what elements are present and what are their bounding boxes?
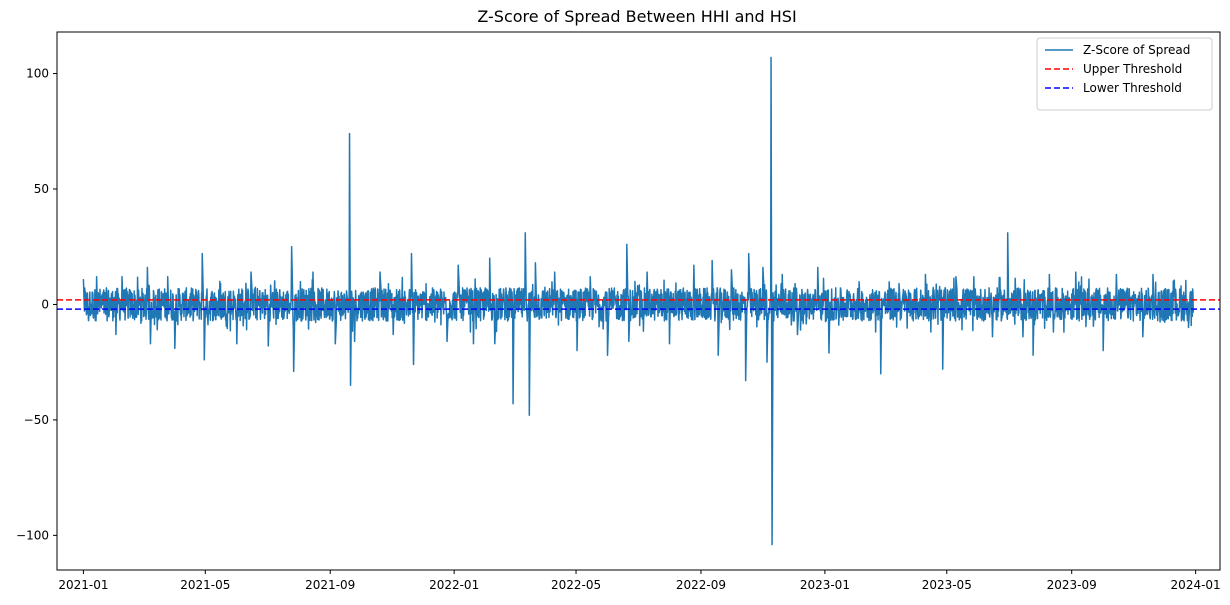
x-tick-label: 2022-09 [676,578,726,592]
series-layer [82,56,1194,546]
chart-title: Z-Score of Spread Between HHI and HSI [477,7,796,26]
x-tick-label: 2024-01 [1171,578,1221,592]
y-tick-label: −100 [16,528,49,542]
y-tick-label: 0 [41,297,49,311]
x-tick-label: 2022-01 [429,578,479,592]
legend-item-lower-label: Lower Threshold [1083,81,1182,95]
legend-item-upper-label: Upper Threshold [1083,62,1182,76]
legend: Z-Score of Spread Upper Threshold Lower Th… [1036,37,1213,111]
x-tick-label: 2021-05 [180,578,230,592]
x-tick-label: 2021-09 [305,578,355,592]
x-tick-label: 2022-05 [551,578,601,592]
plot-frame [56,31,1221,571]
x-tick-label: 2021-01 [58,578,108,592]
legend-box [1036,37,1213,111]
threshold-layer [57,299,1220,310]
x-axis: 2021-01 2021-05 2021-09 2022-01 2022-05 2022-… [58,570,1221,592]
z-score-series-line [82,56,1194,546]
x-tick-label: 2023-09 [1047,578,1097,592]
y-tick-label: 100 [26,67,49,81]
x-tick-label: 2023-05 [922,578,972,592]
x-tick-label: 2023-01 [800,578,850,592]
plot-area [57,56,1220,546]
y-tick-label: −50 [24,413,49,427]
y-axis: −100 −50 0 50 100 [16,67,57,542]
y-tick-label: 50 [34,182,49,196]
legend-item-zscore-label: Z-Score of Spread [1083,43,1190,57]
